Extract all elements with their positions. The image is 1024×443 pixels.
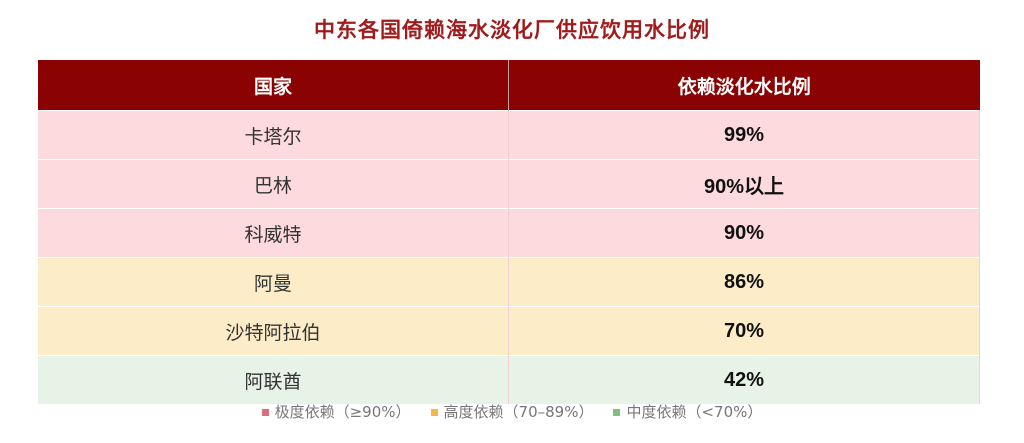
table-row: 阿曼 86% (38, 257, 980, 307)
legend-item-medium: 中度依赖（<70%） (613, 403, 762, 421)
share-cell: 42% (508, 355, 980, 404)
table-row: 科威特 90% (38, 208, 980, 258)
share-cell: 86% (508, 257, 980, 307)
legend-swatch (261, 409, 269, 416)
column-header-share: 依赖淡化水比例 (508, 60, 980, 111)
country-cell: 卡塔尔 (38, 110, 509, 160)
legend-label: 中度依赖（<70%） (626, 403, 763, 421)
table-row: 阿联酋 42% (38, 355, 980, 404)
country-cell: 科威特 (38, 208, 509, 258)
share-cell: 70% (508, 306, 980, 356)
table-row: 卡塔尔 99% (38, 110, 980, 160)
column-header-country: 国家 (38, 60, 509, 111)
dependency-table: 国家 依赖淡化水比例 卡塔尔 99% 巴林 90%以上 科威特 90% 阿曼 86% 沙特阿拉伯… (38, 60, 980, 404)
country-cell: 阿联酋 (38, 355, 509, 404)
share-cell: 99% (508, 110, 980, 160)
legend-label: 高度依赖（70–89%） (443, 403, 594, 421)
legend-label: 极度依赖（≥90%） (274, 403, 411, 421)
country-cell: 巴林 (38, 159, 509, 209)
table-header: 国家 依赖淡化水比例 (38, 60, 980, 111)
legend-swatch (613, 409, 621, 416)
table-row: 沙特阿拉伯 70% (38, 306, 980, 356)
country-cell: 沙特阿拉伯 (38, 306, 509, 356)
legend-item-extreme: 极度依赖（≥90%） (261, 403, 411, 421)
legend: 极度依赖（≥90%） 高度依赖（70–89%） 中度依赖（<70%） (0, 401, 1024, 422)
legend-swatch (430, 409, 438, 416)
share-cell: 90%以上 (508, 159, 980, 209)
legend-item-high: 高度依赖（70–89%） (430, 403, 594, 421)
chart-title: 中东各国倚赖海水淡化厂供应饮用水比例 (314, 18, 710, 42)
country-cell: 阿曼 (38, 257, 509, 307)
table-row: 巴林 90%以上 (38, 159, 980, 209)
share-cell: 90% (508, 208, 980, 258)
